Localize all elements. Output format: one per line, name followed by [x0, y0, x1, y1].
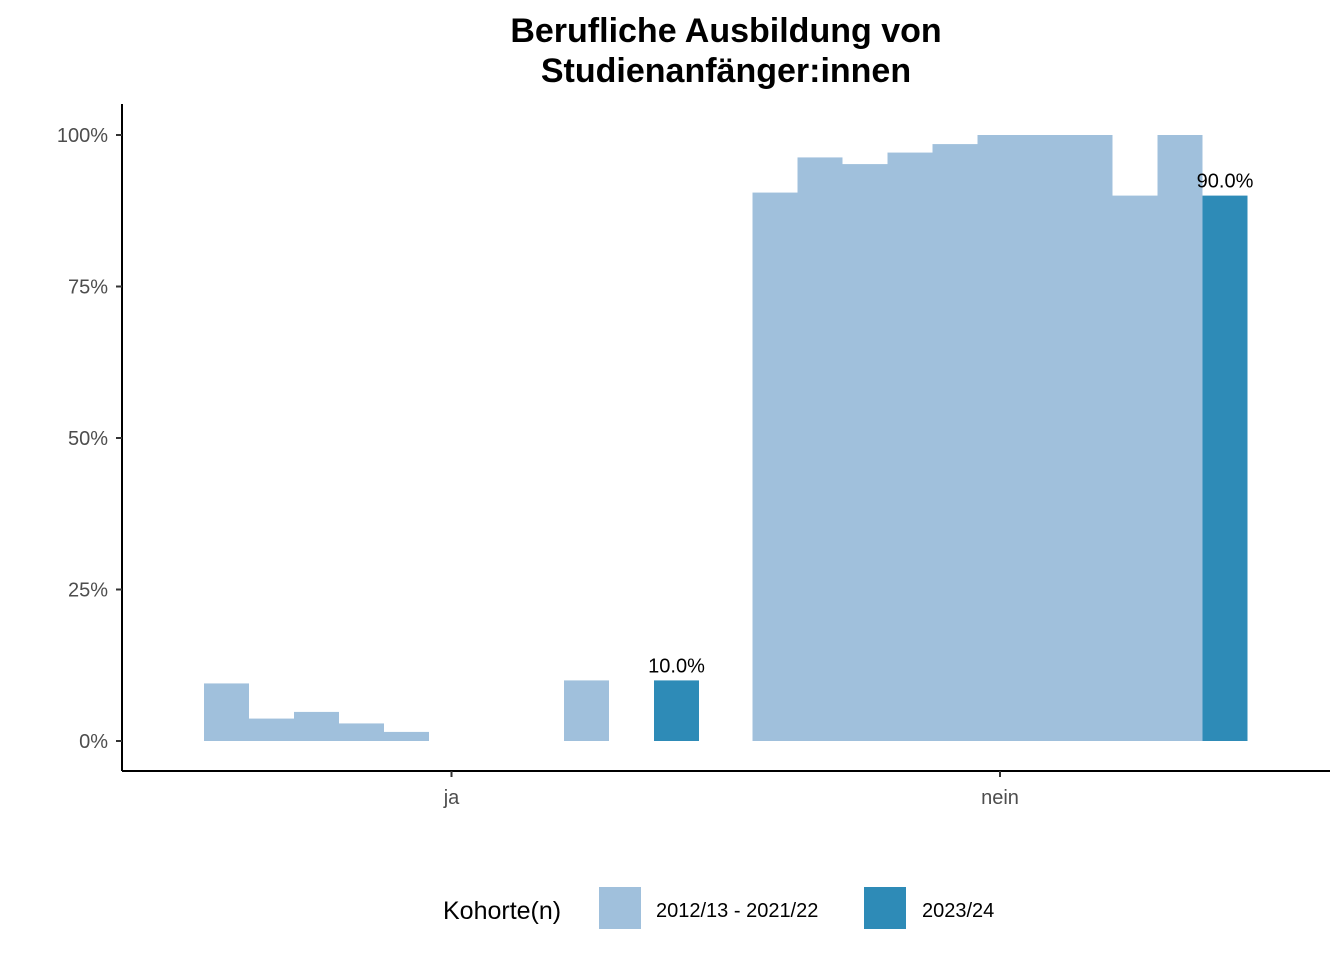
y-tick-label: 75% [68, 277, 108, 299]
chart-title-line-1: Berufliche Ausbildung von [510, 12, 941, 50]
bar-nein-history-2 [842, 164, 888, 742]
chart-title-line-2: Studienanfänger:innen [541, 52, 911, 90]
x-tick-label-ja: ja [443, 787, 460, 809]
bar-ja-history-4 [384, 731, 429, 741]
bar-nein-history-3 [887, 152, 933, 741]
bar-ja-history-0 [204, 683, 249, 741]
bar-nein-history-7 [1067, 135, 1113, 741]
data-label-ja: 10.0% [648, 655, 705, 677]
legend-key-current [864, 887, 906, 929]
bar-nein-history-5 [977, 135, 1023, 741]
y-tick-label: 100% [57, 125, 108, 147]
x-axis: ja nein [122, 770, 1330, 809]
bar-nein-current [1202, 195, 1248, 742]
bars-layer [204, 135, 1248, 742]
data-labels-layer: 10.0% 90.0% [648, 171, 1253, 678]
y-tick-label: 50% [68, 428, 108, 450]
bar-nein-history-1 [797, 157, 843, 742]
legend: Kohorte(n) 2012/13 - 2021/22 2023/24 [443, 887, 994, 929]
y-tick-label: 25% [68, 580, 108, 602]
bar-nein-history-4 [932, 144, 978, 742]
bar-ja-history-1 [249, 718, 294, 741]
legend-key-history [599, 887, 641, 929]
bar-ja-history-8 [564, 680, 609, 741]
bar-nein-history-8 [1112, 195, 1158, 742]
bar-ja-history-3 [339, 723, 384, 741]
x-tick-label-nein: nein [981, 787, 1019, 809]
y-tick-label: 0% [79, 731, 108, 753]
bar-nein-history-0 [752, 192, 798, 741]
data-label-nein: 90.0% [1197, 171, 1254, 193]
bar-ja-history-2 [294, 711, 339, 741]
y-axis: 0% 25% 50% 75% 100% [57, 104, 123, 771]
bar-ja-current [654, 680, 699, 741]
legend-label-history: 2012/13 - 2021/22 [656, 900, 818, 922]
bar-nein-history-9 [1157, 135, 1203, 741]
legend-title: Kohorte(n) [443, 897, 561, 925]
legend-label-current: 2023/24 [922, 900, 994, 922]
bar-nein-history-6 [1022, 135, 1068, 741]
